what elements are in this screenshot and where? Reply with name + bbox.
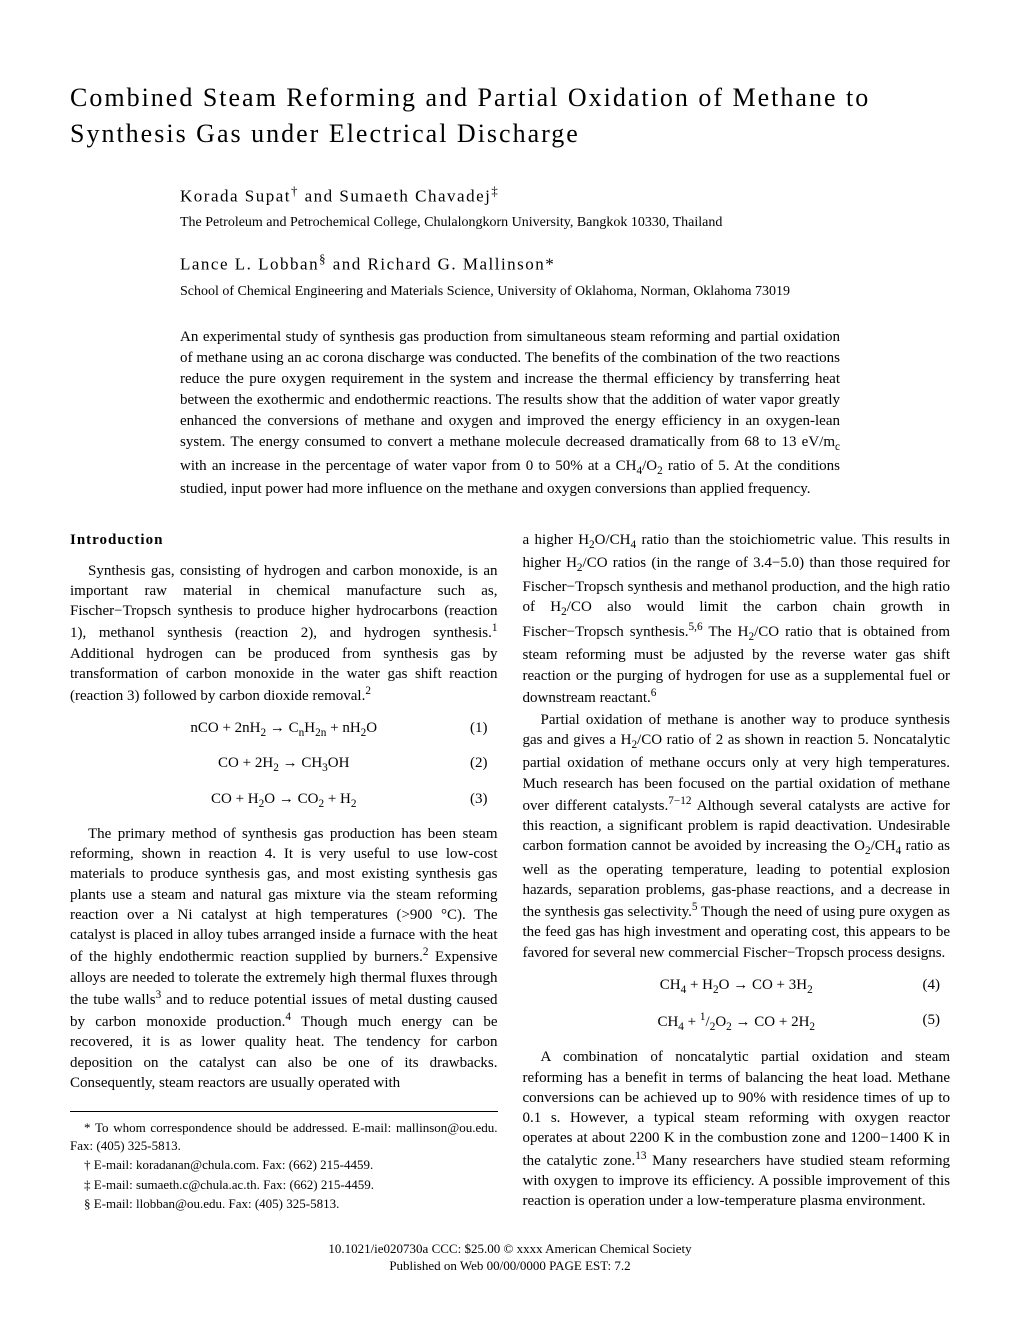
eq-num: (3) [470,789,488,809]
footnote: ‡ E-mail: sumaeth.c@chula.ac.th. Fax: (6… [70,1176,498,1194]
eq-num: (2) [470,753,488,773]
eq-num: (5) [923,1010,941,1030]
eq-num: (4) [923,975,941,995]
footnote: † E-mail: koradanan@chula.com. Fax: (662… [70,1156,498,1174]
section-heading-introduction: Introduction [70,530,498,550]
footnotes: * To whom correspondence should be addre… [70,1111,498,1213]
two-column-body: Introduction Synthesis gas, consisting o… [70,530,950,1215]
authors-block-1: Korada Supat† and Sumaeth Chavadej‡ The … [180,183,950,233]
left-column: Introduction Synthesis gas, consisting o… [70,530,498,1215]
authors-block-2: Lance L. Lobban§ and Richard G. Mallinso… [180,251,950,301]
footnote: * To whom correspondence should be addre… [70,1119,498,1154]
page-footer: 10.1021/ie020730a CCC: $25.00 © xxxx Ame… [70,1240,950,1275]
eq-num: (1) [470,718,488,738]
paragraph: a higher H2O/CH4 ratio than the stoichio… [523,530,951,708]
paragraph: A combination of noncatalytic partial ox… [523,1047,951,1211]
authors-2: Lance L. Lobban§ and Richard G. Mallinso… [180,251,950,277]
equation-1: nCO + 2nH2 → CnH2n + nH2O(1) [70,718,498,741]
equation-5: CH4 + 1/2O2 → CO + 2H2(5) [523,1010,951,1035]
paper-title: Combined Steam Reforming and Partial Oxi… [70,80,950,153]
equation-3: CO + H2O → CO2 + H2(3) [70,789,498,812]
paragraph: Synthesis gas, consisting of hydrogen an… [70,561,498,707]
authors-1: Korada Supat† and Sumaeth Chavadej‡ [180,183,950,209]
paragraph: Partial oxidation of methane is another … [523,710,951,963]
footer-line-2: Published on Web 00/00/0000 PAGE EST: 7.… [389,1258,630,1273]
affiliation-1: The Petroleum and Petrochemical College,… [180,214,950,233]
abstract: An experimental study of synthesis gas p… [180,327,840,501]
equation-4: CH4 + H2O → CO + 3H2(4) [523,975,951,998]
affiliation-2: School of Chemical Engineering and Mater… [180,283,950,302]
equation-2: CO + 2H2 → CH3OH(2) [70,753,498,776]
right-column: a higher H2O/CH4 ratio than the stoichio… [523,530,951,1215]
footnote: § E-mail: llobban@ou.edu. Fax: (405) 325… [70,1195,498,1213]
footer-line-1: 10.1021/ie020730a CCC: $25.00 © xxxx Ame… [328,1241,691,1256]
paragraph: The primary method of synthesis gas prod… [70,824,498,1093]
